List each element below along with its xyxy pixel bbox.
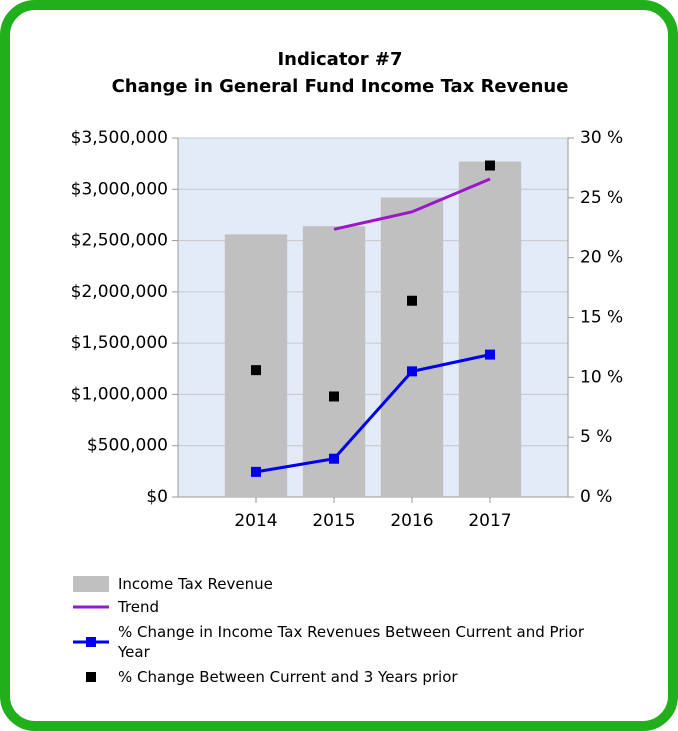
legend-label: Trend — [118, 598, 160, 616]
y2-tick-label: 25 % — [580, 188, 623, 208]
x-tick-label: 2014 — [234, 511, 277, 531]
y-tick-label: $3,500,000 — [71, 128, 168, 148]
y2-tick-label: 20 % — [580, 248, 623, 268]
y2-tick-label: 10 % — [580, 367, 623, 387]
bar — [380, 197, 444, 497]
legend-swatch — [73, 576, 109, 592]
y-tick-label: $500,000 — [87, 436, 168, 456]
legend-label: % Change in Income Tax Revenues Between … — [118, 623, 585, 661]
x-tick-label: 2017 — [468, 511, 511, 531]
y-tick-label: $2,500,000 — [71, 231, 168, 251]
y2-tick-label: 5 % — [580, 427, 612, 447]
chart-title: Indicator #7 — [277, 49, 402, 70]
y-tick-label: $0 — [146, 487, 168, 507]
marker — [251, 466, 261, 477]
marker — [485, 349, 495, 360]
line — [255, 353, 491, 474]
y2-tick-label: 30 % — [580, 128, 623, 148]
y-tick-label: $1,500,000 — [71, 333, 168, 353]
bar — [458, 161, 522, 497]
y-tick-label: $2,000,000 — [71, 282, 168, 302]
point — [251, 365, 261, 376]
marker — [407, 366, 417, 377]
point — [329, 391, 339, 402]
line — [333, 177, 491, 231]
bar — [302, 226, 366, 497]
legend-label: % Change Between Current and 3 Years pri… — [118, 668, 458, 686]
legend-label: Income Tax Revenue — [118, 575, 273, 593]
y2-tick-label: 15 % — [580, 308, 623, 328]
legend-swatch — [86, 637, 96, 647]
x-tick-label: 2016 — [390, 511, 433, 531]
chart-subtitle: Change in General Fund Income Tax Revenu… — [112, 76, 569, 97]
point — [485, 160, 495, 171]
y-tick-label: $1,000,000 — [71, 384, 168, 404]
y-tick-label: $3,000,000 — [71, 179, 168, 199]
x-tick-label: 2015 — [312, 511, 355, 531]
marker — [329, 453, 339, 464]
legend-swatch — [86, 672, 96, 682]
y2-tick-label: 0 % — [580, 487, 612, 507]
point — [407, 295, 417, 306]
